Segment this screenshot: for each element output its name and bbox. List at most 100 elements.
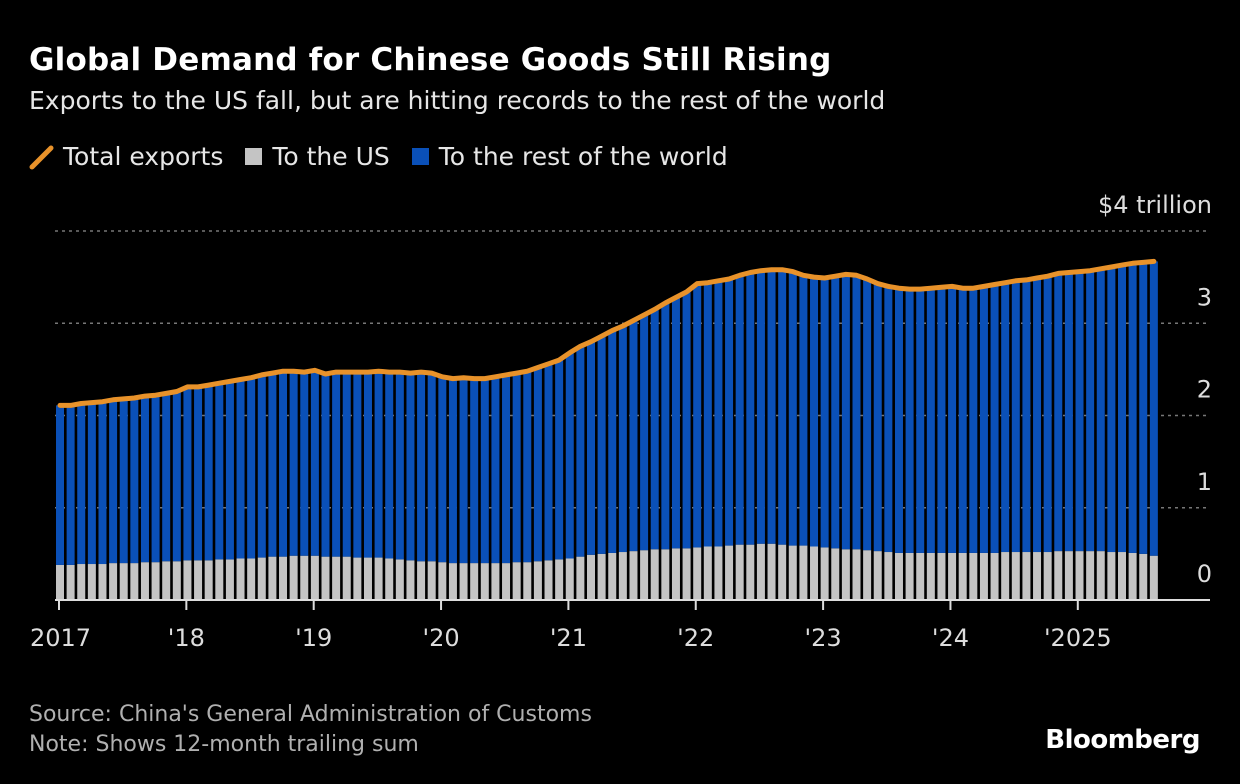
rest-of-world-bar <box>523 371 532 563</box>
us-bar <box>87 564 96 600</box>
us-bar <box>576 556 585 600</box>
us-bar <box>767 543 776 600</box>
bloomberg-logo: Bloomberg <box>1045 725 1200 755</box>
us-bar <box>470 563 479 600</box>
rest-of-world-bar <box>77 403 86 565</box>
us-bar <box>332 556 341 600</box>
rest-of-world-bar <box>279 371 288 557</box>
us-bar <box>863 550 872 600</box>
us-bar <box>385 558 394 600</box>
us-bar <box>98 564 107 600</box>
us-bar <box>1128 552 1137 600</box>
us-bar <box>725 545 734 600</box>
us-bar <box>438 562 447 600</box>
us-bar <box>533 561 542 600</box>
rest-of-world-bar <box>725 278 734 546</box>
us-bar <box>565 558 574 600</box>
rest-of-world-bar <box>119 398 128 564</box>
rest-of-world-bar <box>66 405 75 565</box>
x-tick-label: 2017 <box>30 624 91 652</box>
rest-of-world-bar <box>310 370 319 556</box>
rest-of-world-bar <box>555 360 564 560</box>
rest-of-world-bar <box>1086 270 1095 552</box>
us-bar <box>268 556 277 600</box>
us-bar <box>916 552 925 600</box>
us-bar <box>746 544 755 600</box>
rest-of-world-bar <box>916 289 925 553</box>
rest-of-world-bar <box>682 291 691 549</box>
footnote: Note: Shows 12-month trailing sum <box>29 732 419 757</box>
rest-of-world-bar <box>693 283 702 548</box>
rest-of-world-bar <box>1043 276 1052 553</box>
rest-of-world-bar <box>109 399 118 564</box>
us-bar <box>56 564 64 600</box>
legend-item-us: To the US <box>245 142 390 171</box>
rest-of-world-bar <box>268 373 277 557</box>
rest-of-world-bar <box>969 288 978 553</box>
y-tick-label: 0 <box>1197 560 1212 588</box>
us-bar <box>1022 552 1031 600</box>
us-bar <box>693 547 702 600</box>
rest-of-world-bar <box>183 386 192 561</box>
rest-of-world-bar <box>1139 262 1148 554</box>
rest-of-world-bar <box>756 270 765 544</box>
us-bar <box>873 551 882 600</box>
rest-of-world-bar <box>459 377 468 564</box>
y-tick-label: 1 <box>1197 468 1212 496</box>
us-bar <box>321 556 330 600</box>
us-bar <box>172 561 181 600</box>
us-bar <box>289 555 298 600</box>
us-bar <box>799 545 808 600</box>
x-tick-label: '23 <box>805 624 842 652</box>
rest-of-world-bar <box>332 372 341 557</box>
us-bar <box>640 550 649 600</box>
rest-of-world-bar <box>629 320 638 552</box>
rest-of-world-bar <box>1064 272 1073 552</box>
x-tick-label: '20 <box>422 624 459 652</box>
rest-of-world-bar <box>894 288 903 553</box>
us-bar <box>77 564 86 600</box>
rest-of-world-bar <box>576 346 585 557</box>
rest-of-world-bar <box>863 278 872 551</box>
rest-of-world-bar <box>1075 271 1084 552</box>
us-bar <box>448 563 457 600</box>
us-bar <box>491 563 500 600</box>
rest-of-world-bar <box>597 336 606 554</box>
us-bar <box>109 563 118 600</box>
rest-of-world-bar <box>1096 268 1105 552</box>
rest-of-world-bar <box>1033 278 1042 553</box>
rest-of-world-bar <box>703 282 712 547</box>
us-bar <box>257 557 266 600</box>
rest-of-world-bar <box>640 314 649 551</box>
rest-of-world-bar <box>1022 279 1031 553</box>
rest-of-world-bar <box>587 341 595 555</box>
rest-of-world-bar <box>395 372 404 560</box>
us-bar <box>66 564 75 600</box>
us-bar <box>374 557 383 600</box>
rest-of-world-bar <box>342 372 351 557</box>
us-bar <box>948 552 957 600</box>
us-bar <box>778 544 787 600</box>
rest-of-world-bar <box>958 288 967 553</box>
us-bar <box>544 560 553 600</box>
rest-of-world-bar <box>979 286 988 553</box>
rest-of-world-bar <box>1107 266 1116 553</box>
x-tick-label: '21 <box>550 624 587 652</box>
us-bar <box>969 552 978 600</box>
rest-swatch-icon <box>411 148 429 165</box>
x-tick-label: '19 <box>295 624 332 652</box>
rest-of-world-bar <box>831 276 840 549</box>
rest-of-world-bar <box>448 378 457 564</box>
us-swatch-icon <box>245 148 263 165</box>
us-bar <box>852 549 861 600</box>
us-bar <box>523 562 532 600</box>
chart-subtitle: Exports to the US fall, but are hitting … <box>29 86 886 115</box>
us-bar <box>841 549 850 600</box>
us-bar <box>926 552 935 600</box>
legend-label: To the rest of the world <box>438 142 728 171</box>
rest-of-world-bar <box>140 396 149 563</box>
rest-of-world-bar <box>1001 282 1010 553</box>
us-bar <box>215 559 224 600</box>
rest-of-world-bar <box>873 283 882 552</box>
us-bar <box>459 563 468 600</box>
